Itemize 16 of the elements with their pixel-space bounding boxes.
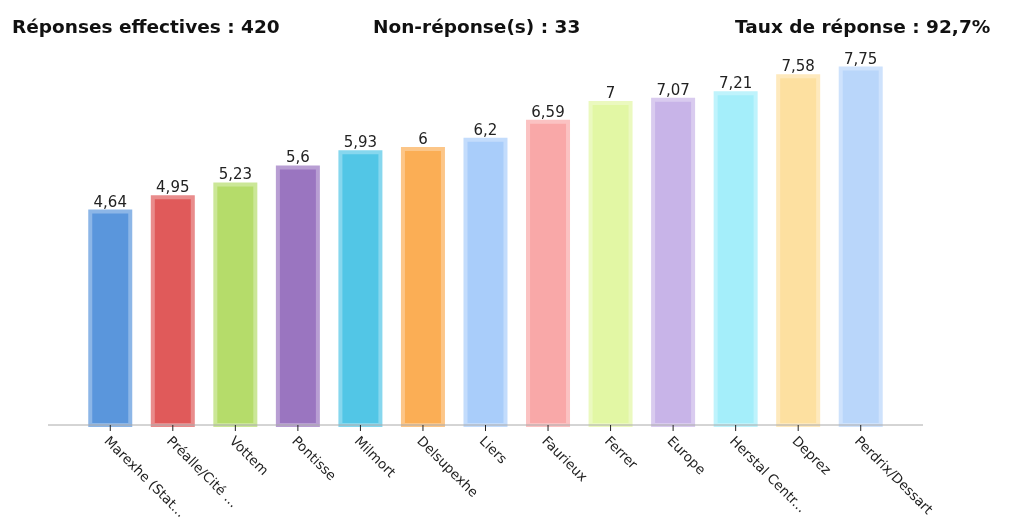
data-label: 6,2 [473,120,498,139]
data-label: 4,95 [156,178,190,197]
data-label: 6 [418,130,428,148]
data-label: 7,07 [656,80,690,99]
data-label: 7,21 [718,74,753,93]
data-label: 6,59 [531,102,565,121]
data-label: 5,23 [218,165,253,184]
data-label: 7,75 [844,49,878,68]
text: Réponses effectives : 420 [12,16,280,37]
data-label: 7 [605,84,616,102]
data-label: 5,6 [285,148,310,167]
data-label: 7,58 [781,57,815,76]
data-label: 4,64 [93,192,127,211]
text: Taux de réponse : 92,7% [735,16,991,37]
data-label: 5,93 [343,133,378,152]
text: Non-réponse(s) : 33 [373,16,581,37]
